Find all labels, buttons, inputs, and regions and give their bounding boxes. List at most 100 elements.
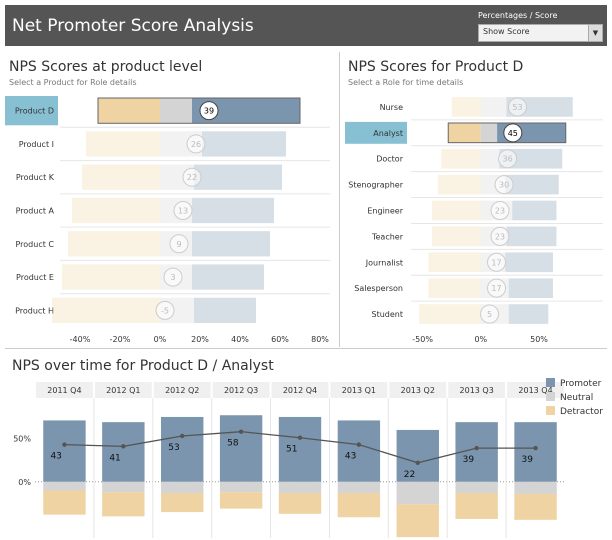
display-filter-select[interactable]: Show Score ▼ [478,24,603,42]
neutral-bar[interactable] [43,481,86,491]
neutral-bar[interactable] [514,481,557,494]
x-tick-label: 50% [530,335,548,344]
detractor-bar[interactable] [437,174,481,195]
nps-point [62,442,67,447]
promoter-bar[interactable] [505,252,553,273]
column-header-label: 2013 Q2 [401,386,435,395]
score-label: 30 [499,181,509,190]
promoter-bar[interactable] [508,278,553,299]
score-marker [155,300,175,320]
detractor-bar[interactable] [337,493,381,518]
neutral-bar[interactable] [161,481,204,494]
detractor-bar[interactable] [219,492,263,509]
promoter-bar[interactable] [194,297,256,324]
promoter-bar[interactable] [508,304,549,324]
x-tick-label: 80% [311,335,329,344]
score-label: 26 [191,140,201,149]
time-nps-chart[interactable]: 50% 0% 2011 Q4 2012 Q1 2012 Q2 2012 Q3 2012 Q4… [5,378,607,538]
promoter-bar[interactable] [512,200,557,221]
promoter-bar[interactable] [161,416,204,482]
detractor-bar[interactable] [62,264,160,290]
chevron-down-icon[interactable]: ▼ [588,25,602,41]
neutral-bar[interactable] [480,97,507,117]
dashboard-header: Net Promoter Score Analysis Percentages … [5,5,607,46]
promoter-bar[interactable] [278,416,322,482]
neutral-bar[interactable] [480,122,498,143]
row-label[interactable]: Product D [15,107,54,116]
neutral-bar[interactable] [219,481,263,493]
detractor-bar[interactable] [451,97,481,117]
score-label: 23 [495,232,505,241]
promoter-bar[interactable] [219,415,263,482]
neutral-bar[interactable] [455,481,498,494]
detractor-bar[interactable] [98,97,160,124]
row-label[interactable]: Product I [19,140,54,149]
promoter-bar[interactable] [506,226,557,247]
detractor-bar[interactable] [428,278,481,299]
row-label[interactable]: Student [372,310,404,319]
row-label[interactable]: Nurse [380,103,404,112]
detractor-bar[interactable] [419,304,481,324]
detractor-bar[interactable] [448,122,481,143]
x-tick-label: -50% [412,335,433,344]
promoter-bar[interactable] [396,429,439,482]
nps-point [533,445,538,451]
detractor-bar[interactable] [52,297,160,324]
promoter-bar[interactable] [102,422,145,482]
column-header-bg [389,382,447,398]
detractor-bar[interactable] [396,504,439,538]
detractor-bar[interactable] [161,493,204,513]
neutral-bar[interactable] [102,481,145,493]
detractor-bar[interactable] [441,148,481,169]
detractor-bar[interactable] [102,492,145,517]
row-label[interactable]: Journalist [365,258,403,267]
score-marker [186,134,206,154]
row-label[interactable]: Product E [16,273,54,282]
promoter-bar[interactable] [505,174,559,195]
row-label[interactable]: Engineer [367,207,403,216]
detractor-bar[interactable] [86,131,160,157]
row-label[interactable]: Product A [16,207,55,216]
detractor-bar[interactable] [514,493,557,520]
detractor-bar[interactable] [43,490,86,515]
detractor-bar[interactable] [278,493,322,514]
neutral-bar[interactable] [480,148,500,169]
row-label[interactable]: Teacher [371,232,404,241]
promoter-bar[interactable] [43,420,86,482]
detractor-bar[interactable] [72,197,160,224]
row-label[interactable]: Product C [15,240,54,249]
neutral-bar[interactable] [278,481,322,494]
row-label[interactable]: Stenographer [348,181,403,190]
promoter-bar[interactable] [192,197,274,224]
promoter-bar[interactable] [192,231,270,257]
row-label[interactable]: Product K [16,173,55,182]
detractor-bar[interactable] [431,200,481,221]
promoter-bar[interactable] [337,420,381,482]
column-header-label: 2013 Q4 [518,386,552,395]
detractor-bar[interactable] [431,226,481,247]
detractor-bar[interactable] [455,493,498,519]
detractor-bar[interactable] [428,252,481,273]
selected-bar-outline [97,97,301,124]
row-label[interactable]: Analyst [373,129,403,138]
role-nps-chart[interactable]: Nurse 53 Analyst 45 Doctor 36 Stenographer 30 En… [345,92,607,344]
column-header-bg [36,382,93,398]
promoter-bar[interactable] [514,422,557,482]
detractor-bar[interactable] [82,164,160,190]
role-panel-subtitle: Select a Role for time details [348,78,464,87]
detractor-bar[interactable] [68,231,160,257]
row-label[interactable]: Product H [15,306,54,315]
nps-value-label: 53 [168,443,179,453]
selected-row-highlight [345,121,407,144]
row-label[interactable]: Doctor [376,155,403,164]
promoter-bar[interactable] [192,264,264,290]
promoter-bar[interactable] [202,131,286,157]
promoter-bar[interactable] [194,164,282,190]
column-header-label: 2013 Q3 [460,386,494,395]
neutral-bar[interactable] [160,97,192,124]
score-label: 3 [170,273,175,282]
neutral-bar[interactable] [396,481,439,505]
row-label[interactable]: Salesperson [354,284,403,293]
neutral-bar[interactable] [337,481,381,494]
